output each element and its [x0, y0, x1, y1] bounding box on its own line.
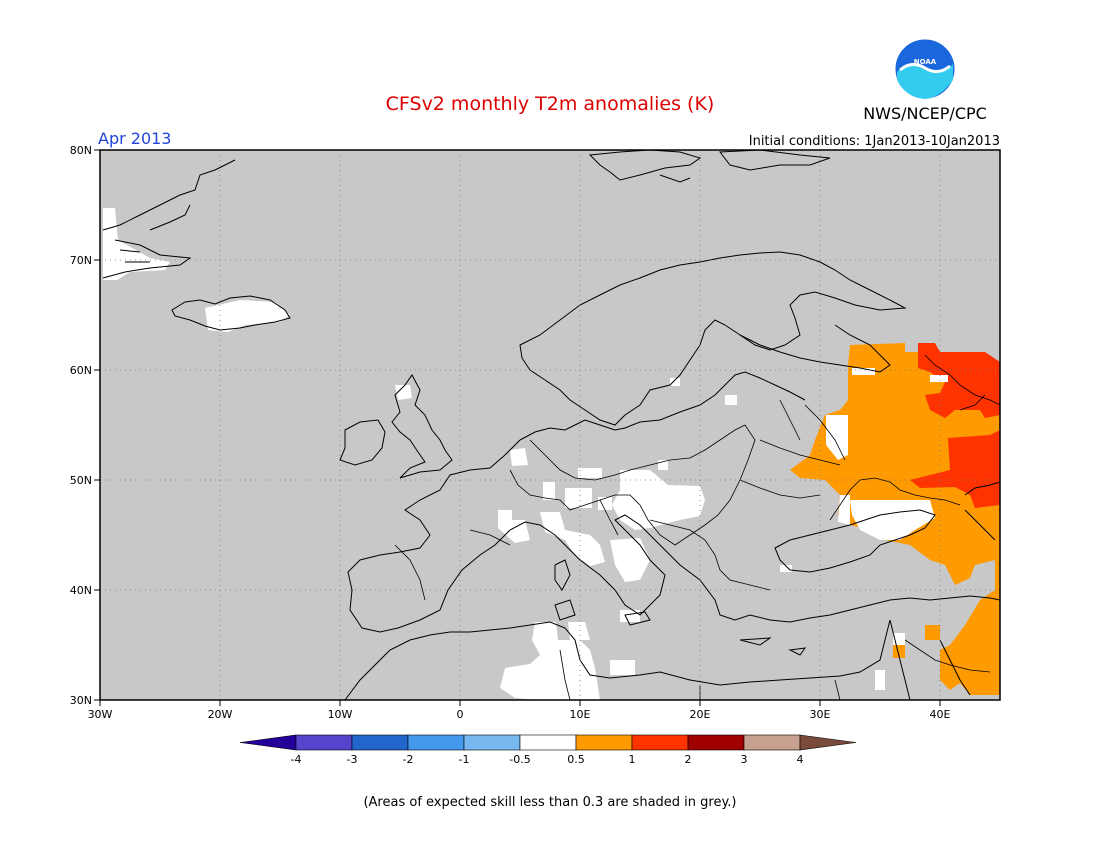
mediterranean-islands [554, 559, 807, 656]
colorbar-label: -4 [291, 753, 302, 766]
lat-label: 30N [70, 694, 92, 707]
country-borders [394, 399, 991, 701]
map-frame [99, 149, 1001, 701]
lat-label: 80N [70, 144, 92, 157]
lat-label: 70N [70, 254, 92, 267]
middle-east-coast [889, 619, 971, 701]
colorbar-label: 4 [797, 753, 804, 766]
initial-conditions: Initial conditions: 1Jan2013-10Jan2013 [749, 134, 1000, 149]
longitude-labels: 30W 20W 10W 0 10E 20E 30E 40E [88, 708, 951, 721]
colorbar-segment [743, 734, 801, 751]
colorbar-label: -3 [347, 753, 358, 766]
colorbar-segment [239, 734, 297, 751]
figure-title: CFSv2 monthly T2m anomalies (K) [386, 93, 715, 115]
lon-label: 30E [810, 708, 831, 721]
lon-label: 20E [690, 708, 711, 721]
colorbar-label: -1 [459, 753, 470, 766]
forecast-month: Apr 2013 [98, 129, 171, 148]
lon-label: 30W [88, 708, 113, 721]
colorbar-label: -2 [403, 753, 414, 766]
iceland-coast [171, 295, 291, 331]
colorbar-segment [575, 734, 633, 751]
lat-label: 50N [70, 474, 92, 487]
lon-label: 10E [570, 708, 591, 721]
lon-label: 10W [328, 708, 353, 721]
gridlines [100, 150, 1000, 700]
greenland-coast [102, 159, 236, 279]
colorbar-segment [351, 734, 409, 751]
ireland-coast [339, 419, 386, 466]
colorbar-segment [407, 734, 465, 751]
colorbar-segment [799, 734, 857, 751]
scandinavia-coast [519, 251, 907, 426]
colorbar-segment [631, 734, 689, 751]
colorbar-segment [519, 734, 577, 751]
colorbar-label: 1 [629, 753, 636, 766]
continental-coast [519, 371, 806, 441]
lat-label: 40N [70, 584, 92, 597]
agency-label: NWS/NCEP/CPC [863, 104, 987, 123]
strong-warm-anomaly-area [918, 343, 1000, 418]
finland-coast [739, 324, 891, 373]
caspian-coast [964, 481, 1001, 541]
colorbar-label: 0.5 [567, 753, 585, 766]
colorbar-label: 2 [685, 753, 692, 766]
coastlines [102, 149, 1001, 701]
skill-footnote: (Areas of expected skill less than 0.3 a… [363, 795, 736, 810]
colorbar-segment [687, 734, 745, 751]
colorbar-label: 3 [741, 753, 748, 766]
lon-label: 20W [208, 708, 233, 721]
lat-label: 60N [70, 364, 92, 377]
anomaly-shading [103, 208, 1000, 700]
colorbar-label: -0.5 [509, 753, 530, 766]
lon-label: 0 [457, 708, 464, 721]
colorbar-legend: -4 -3 -2 -1 -0.5 0.5 1 2 3 4 [239, 734, 857, 766]
latitude-labels: 80N 70N 60N 50N 40N 30N [70, 144, 92, 707]
colorbar-segment [295, 734, 353, 751]
noaa-logo-icon: NOAA [894, 38, 956, 100]
axis-ticks [94, 149, 941, 706]
britain-coast [391, 374, 453, 479]
logo-text: NOAA [914, 58, 937, 66]
black-sea-coast [774, 509, 936, 573]
colorbar-segment [463, 734, 521, 751]
western-europe-coast [347, 439, 1001, 633]
lon-label: 40E [930, 708, 951, 721]
